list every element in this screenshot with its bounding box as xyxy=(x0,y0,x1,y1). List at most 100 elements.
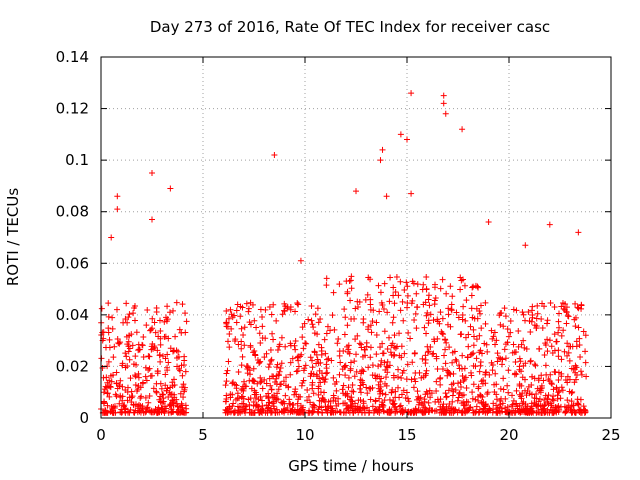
data-point xyxy=(496,312,503,319)
data-point xyxy=(257,339,264,346)
data-point xyxy=(525,309,532,316)
data-point xyxy=(179,384,186,391)
data-point xyxy=(99,329,106,336)
data-point xyxy=(300,345,307,352)
data-point xyxy=(176,326,183,333)
data-point xyxy=(500,386,507,393)
data-point xyxy=(414,388,421,395)
data-point xyxy=(270,301,277,308)
data-point xyxy=(341,331,348,338)
data-point xyxy=(480,405,487,412)
data-point xyxy=(271,151,278,158)
y-tick-label: 0.02 xyxy=(56,357,89,375)
data-point xyxy=(418,374,425,381)
data-point xyxy=(404,292,411,299)
data-point xyxy=(261,354,268,361)
data-point xyxy=(556,406,563,413)
data-point xyxy=(231,381,238,388)
data-point xyxy=(234,301,241,308)
data-point xyxy=(547,299,554,306)
data-point xyxy=(183,409,190,416)
data-point xyxy=(473,408,480,415)
data-point xyxy=(453,309,460,316)
data-point xyxy=(457,274,464,281)
data-point xyxy=(98,305,105,312)
data-point xyxy=(367,301,374,308)
data-point xyxy=(513,307,520,314)
data-point xyxy=(365,274,372,281)
data-point xyxy=(169,396,176,403)
data-point xyxy=(330,392,337,399)
data-point xyxy=(153,388,160,395)
data-point xyxy=(425,348,432,355)
data-point xyxy=(457,286,464,293)
data-point xyxy=(257,358,264,365)
data-point xyxy=(254,380,261,387)
data-point xyxy=(424,349,431,356)
data-point xyxy=(577,368,584,375)
data-point xyxy=(119,362,126,369)
data-point xyxy=(106,393,113,400)
data-point xyxy=(252,395,259,402)
data-point xyxy=(572,362,579,369)
data-point xyxy=(348,285,355,292)
data-point xyxy=(529,303,536,310)
data-point xyxy=(285,383,292,390)
data-point xyxy=(551,347,558,354)
data-point xyxy=(468,305,475,312)
data-point xyxy=(418,400,425,407)
data-point xyxy=(287,371,294,378)
data-point xyxy=(531,361,538,368)
data-point xyxy=(236,408,243,415)
data-point xyxy=(430,350,437,357)
data-point xyxy=(110,403,117,410)
data-point xyxy=(427,311,434,318)
data-point xyxy=(423,285,430,292)
data-point xyxy=(129,342,136,349)
data-point xyxy=(453,358,460,365)
data-point xyxy=(561,307,568,314)
data-point xyxy=(580,328,587,335)
data-point xyxy=(464,354,471,361)
data-point xyxy=(295,363,302,370)
data-point xyxy=(182,402,189,409)
data-point xyxy=(447,283,454,290)
data-point xyxy=(377,157,384,164)
data-point xyxy=(113,369,120,376)
data-point xyxy=(478,378,485,385)
data-point xyxy=(526,408,533,415)
data-point xyxy=(396,330,403,337)
data-point xyxy=(456,365,463,372)
data-point xyxy=(259,385,266,392)
data-point xyxy=(364,390,371,397)
data-point xyxy=(154,347,161,354)
data-point xyxy=(433,407,440,414)
data-point xyxy=(523,392,530,399)
data-point xyxy=(522,401,529,408)
data-point xyxy=(149,170,155,177)
data-point xyxy=(360,398,367,405)
data-point xyxy=(523,345,530,352)
data-point xyxy=(232,396,239,403)
data-point xyxy=(449,359,456,366)
data-point xyxy=(459,408,466,415)
data-point xyxy=(546,221,553,228)
data-point xyxy=(485,219,492,226)
data-point xyxy=(357,396,364,403)
data-point xyxy=(512,358,519,365)
data-point xyxy=(310,371,317,378)
data-point xyxy=(394,374,401,381)
data-point xyxy=(564,404,571,411)
data-point xyxy=(500,375,507,382)
data-point xyxy=(553,384,560,391)
data-point xyxy=(392,289,399,296)
data-point xyxy=(354,406,361,413)
data-point xyxy=(253,324,260,331)
data-point xyxy=(395,384,402,391)
y-tick-label: 0.14 xyxy=(56,48,89,66)
data-point xyxy=(490,333,497,340)
data-point xyxy=(313,351,320,358)
data-point xyxy=(118,406,125,413)
data-point xyxy=(344,322,351,329)
data-point xyxy=(426,405,433,412)
